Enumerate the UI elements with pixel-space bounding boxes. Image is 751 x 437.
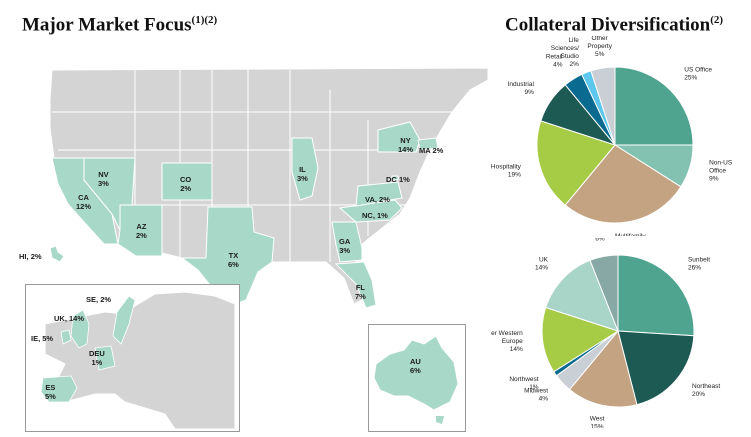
pie-slice-label: Hospitality 19% <box>491 163 522 178</box>
pie-slice-hospitality <box>536 120 616 206</box>
label-au: AU 6% <box>410 357 421 375</box>
region-spain <box>40 375 78 403</box>
label-az: AZ 2% <box>136 222 147 240</box>
label-ma: MA 2% <box>419 146 444 155</box>
pie-slice-northeast <box>617 330 695 406</box>
pie-slice-label: UK 14% <box>535 256 549 271</box>
state-illinois <box>291 137 319 201</box>
label-co: CO 2% <box>180 175 192 193</box>
label-dc: DC 1% <box>386 175 410 184</box>
label-ie: IE, 5% <box>31 334 54 343</box>
label-ny: NY 14% <box>398 136 414 154</box>
label-hi: HI, 2% <box>19 252 42 261</box>
state-texas <box>180 206 275 307</box>
region-sweden <box>112 295 136 345</box>
pie-slice-label: Non-US Office 9% <box>709 159 733 182</box>
pie-slice-other-western-europe <box>541 306 620 373</box>
label-deu: DEU 1% <box>89 349 105 367</box>
label-nc: NC, 1% <box>362 211 388 220</box>
state-dc <box>391 175 399 181</box>
diversification-title: Collateral Diversification(2) <box>505 14 724 36</box>
label-il: IL 3% <box>297 165 308 183</box>
label-ca: CA 12% <box>76 193 92 211</box>
tasmania <box>436 416 444 424</box>
label-va: VA, 2% <box>365 195 390 204</box>
pie-slice-west <box>568 329 638 408</box>
state-hawaii <box>49 245 65 263</box>
label-uk: UK, 14% <box>54 314 85 323</box>
pie-slice-uk <box>545 259 619 332</box>
label-es: ES 5% <box>45 383 56 401</box>
state-north-carolina <box>338 199 403 223</box>
pie-slice-us-office <box>614 66 694 146</box>
state-colorado <box>161 162 213 201</box>
pie-slice-label: Retail 4% <box>546 53 563 68</box>
pie-slice-label: West 15% <box>590 416 605 428</box>
pie-slice-label: Australia6% <box>587 238 613 243</box>
label-se: SE, 2% <box>86 295 112 304</box>
map-title: Major Market Focus(1)(2) <box>22 14 218 36</box>
pie-slice-australia <box>589 254 619 332</box>
pie-slice-label: Life Sciences/Studio 2% <box>551 37 580 68</box>
pie-slice-label: Northeast 20% <box>692 383 720 398</box>
region-uk <box>70 309 90 349</box>
pie-slice-label: Midwest 4% <box>524 388 548 403</box>
geography-pie-chart: Sunbelt 26% Northeast 20% West 15% Midwest 4%No… <box>491 238 720 428</box>
state-new-york <box>377 121 421 153</box>
region-ireland <box>60 329 72 345</box>
label-fl: FL 7% <box>355 283 366 301</box>
state-virginia <box>355 181 403 207</box>
australia-inset <box>368 324 466 432</box>
label-nv: NV 3% <box>98 170 109 188</box>
label-tx: TX 6% <box>228 251 239 269</box>
europe-inset <box>25 284 240 432</box>
pie-slice-multifamily <box>564 144 682 224</box>
pie-slice-label: Sunbelt 26% <box>688 256 710 271</box>
label-ga: GA 3% <box>339 237 351 255</box>
state-florida <box>334 261 377 309</box>
australia-landmass <box>373 335 459 411</box>
pie-slice-label: Industrial 9% <box>508 81 535 96</box>
pie-slice-label: US Office 25% <box>684 67 712 82</box>
pie-slice-sunbelt <box>617 254 695 337</box>
state-arizona <box>117 204 163 257</box>
state-massachusetts <box>417 137 439 151</box>
pie-slice-other-property <box>590 66 616 146</box>
region-germany <box>94 345 116 371</box>
pie-slice-label: Northwest 1% <box>509 376 538 391</box>
pie-slice-label: Multifamily27% <box>615 233 646 236</box>
pie-slice-label: Other Property 5% <box>587 36 612 58</box>
